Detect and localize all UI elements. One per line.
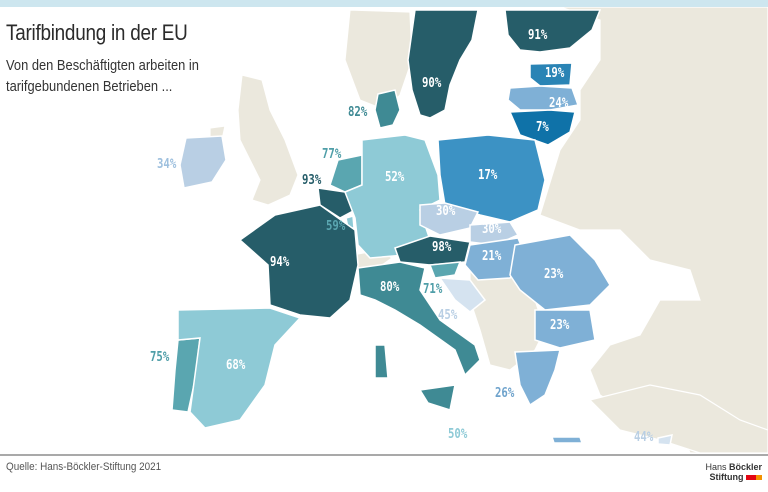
label-sweden: 90%	[422, 76, 442, 91]
label-hungary: 21%	[482, 249, 502, 264]
label-germany: 52%	[385, 170, 405, 185]
subtitle-line-2: tarifgebundenen Betrieben ...	[6, 78, 173, 95]
region-lithuania	[508, 109, 576, 146]
region-sweden	[407, 9, 479, 119]
region-france	[238, 204, 359, 319]
page-title: Tarifbindung in der EU	[6, 20, 188, 45]
label-lithuania: 7%	[536, 120, 549, 135]
logo-orange-bar-icon	[756, 475, 762, 481]
region-sardinia	[374, 344, 389, 379]
label-romania: 23%	[544, 267, 564, 282]
region-cyprus	[657, 434, 673, 446]
logo-red-bar-icon	[746, 475, 756, 481]
label-denmark: 82%	[348, 105, 368, 120]
region-ireland	[179, 135, 227, 189]
label-greece: 26%	[495, 386, 515, 401]
region-finland	[504, 9, 602, 53]
label-finland: 91%	[528, 28, 548, 43]
region-spain	[177, 307, 302, 429]
label-latvia: 24%	[549, 96, 569, 111]
page-subtitle: Von den Beschäftigten arbeiten in tarifg…	[6, 55, 199, 97]
europe-map	[171, 7, 768, 453]
region-greece	[514, 349, 561, 407]
logo-text-stiftung: Stiftung	[709, 472, 744, 482]
label-czechia: 30%	[436, 204, 456, 219]
region-denmark	[374, 89, 401, 129]
label-malta: 50%	[448, 427, 468, 442]
label-ireland: 34%	[157, 157, 177, 172]
region-italy	[357, 261, 481, 377]
label-slovenia: 71%	[423, 282, 443, 297]
label-italy: 80%	[380, 280, 400, 295]
label-slovakia: 30%	[482, 222, 502, 237]
logo-text-boeckler: Böckler	[728, 462, 762, 472]
subtitle-line-1: Von den Beschäftigten arbeiten in	[6, 57, 199, 74]
top-accent-bar	[0, 0, 768, 7]
label-spain: 68%	[226, 358, 246, 373]
hans-boeckler-logo: Hans Böckler Stiftung	[705, 462, 762, 482]
eu-countries	[171, 9, 673, 446]
label-croatia: 45%	[438, 308, 458, 323]
non-eu-land	[209, 7, 768, 453]
region-bulgaria	[534, 309, 596, 349]
region-hungary	[464, 237, 526, 281]
region-slovenia	[428, 261, 462, 279]
label-cyprus: 44%	[634, 430, 654, 445]
region-estonia	[529, 62, 573, 87]
label-portugal: 75%	[150, 350, 170, 365]
label-bulgaria: 23%	[550, 318, 570, 333]
source-note: Quelle: Hans-Böckler-Stiftung 2021	[6, 461, 162, 473]
region-poland	[437, 134, 546, 223]
region-romania	[509, 234, 611, 311]
label-france: 94%	[270, 255, 290, 270]
region-croatia	[438, 277, 487, 313]
footer-divider	[0, 454, 768, 456]
region-latvia	[507, 85, 580, 111]
label-luxembourg: 59%	[326, 219, 346, 234]
label-netherlands: 77%	[322, 147, 342, 162]
label-estonia: 19%	[545, 66, 565, 81]
label-austria: 98%	[432, 240, 452, 255]
region-crete	[550, 436, 584, 444]
label-poland: 17%	[478, 168, 498, 183]
region-sicily	[418, 384, 456, 411]
logo-text-hans: Hans	[705, 462, 729, 472]
label-belgium: 93%	[302, 173, 322, 188]
